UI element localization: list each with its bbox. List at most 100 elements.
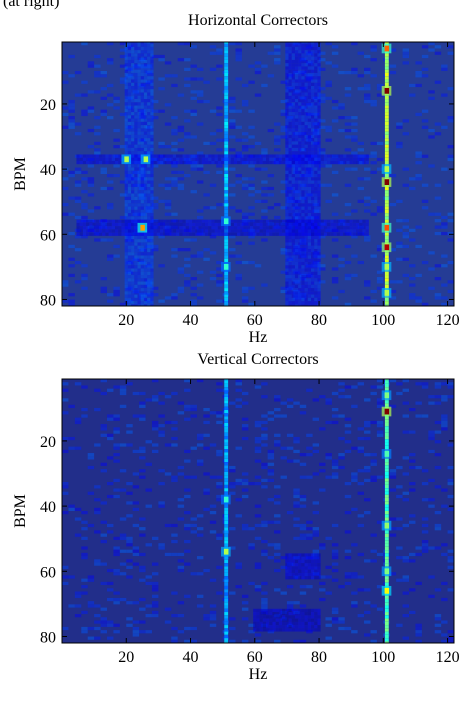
heatmap-band-cell xyxy=(147,115,151,119)
heatmap-band-cell xyxy=(298,105,302,109)
heatmap-band-cell xyxy=(311,160,315,165)
heatmap-line-cell xyxy=(384,82,389,86)
heatmap-band-cell xyxy=(304,86,308,90)
heatmap-band-cell xyxy=(288,563,292,567)
heatmap-band-cell xyxy=(317,138,321,142)
heatmap-band-cell xyxy=(124,82,128,86)
heatmap-band-cell xyxy=(362,219,366,223)
heatmap-line-cell xyxy=(224,46,229,51)
heatmap-band-cell xyxy=(304,79,308,83)
heatmap-band-cell xyxy=(288,105,292,109)
heatmap-band-cell xyxy=(131,193,135,197)
heatmap-spot xyxy=(124,156,129,163)
heatmap-band-cell xyxy=(298,157,302,161)
heatmap-band-cell xyxy=(269,625,273,629)
heatmap-band-cell xyxy=(131,281,135,285)
heatmap-band-cell xyxy=(272,219,276,223)
heatmap-band-cell xyxy=(143,79,148,83)
heatmap-band-cell xyxy=(301,53,305,57)
heatmap-band-cell xyxy=(121,232,125,236)
heatmap-line-cell xyxy=(384,537,389,541)
heatmap-band-cell xyxy=(201,222,205,227)
heatmap-band-cell xyxy=(134,275,138,279)
heatmap-band-cell xyxy=(294,621,299,626)
heatmap-band-cell xyxy=(333,219,337,223)
heatmap-band-cell xyxy=(307,553,312,557)
heatmap-band-cell xyxy=(124,170,128,174)
heatmap-line-cell xyxy=(384,478,389,482)
heatmap-band-cell xyxy=(266,232,270,236)
heatmap-band-cell xyxy=(143,105,148,109)
heatmap-band-cell xyxy=(163,226,167,230)
heatmap-band-cell xyxy=(137,288,141,292)
heatmap-band-cell xyxy=(311,50,315,54)
heatmap-band-cell xyxy=(356,154,360,158)
heatmap-band-cell xyxy=(314,174,318,178)
heatmap-band-cell xyxy=(127,235,132,240)
heatmap-band-cell xyxy=(311,556,315,560)
heatmap-band-cell xyxy=(311,43,315,47)
heatmap-band-cell xyxy=(301,569,305,573)
heatmap-line-cell xyxy=(224,63,229,67)
heatmap-band-cell xyxy=(140,183,144,187)
heatmap-band-cell xyxy=(294,222,299,227)
heatmap-band-cell xyxy=(311,76,315,80)
heatmap-band-cell xyxy=(131,180,135,184)
heatmap-band-cell xyxy=(307,576,312,580)
heatmap-band-cell xyxy=(137,180,141,184)
heatmap-band-cell xyxy=(143,167,148,171)
heatmap-line-cell xyxy=(384,42,389,44)
heatmap-band-cell xyxy=(160,160,164,165)
heatmap-band-cell xyxy=(301,105,305,109)
heatmap-band-cell xyxy=(311,105,315,109)
heatmap-band-cell xyxy=(137,86,141,90)
heatmap-line-cell xyxy=(384,154,389,158)
heatmap-line-cell xyxy=(224,559,229,564)
y-tick-label: 40 xyxy=(40,499,56,516)
heatmap-band-cell xyxy=(137,271,141,275)
heatmap-band-cell xyxy=(143,43,148,47)
heatmap-band-cell xyxy=(301,99,305,103)
heatmap-line-cell xyxy=(224,638,229,642)
heatmap-band-cell xyxy=(311,138,315,142)
heatmap-band-cell xyxy=(272,154,276,158)
heatmap-band-cell xyxy=(330,222,334,227)
heatmap-line-cell xyxy=(224,396,229,401)
heatmap-band-cell xyxy=(288,628,292,632)
heatmap-band-cell xyxy=(301,50,305,54)
heatmap-band-cell xyxy=(150,226,154,230)
heatmap-band-cell xyxy=(143,265,148,269)
heatmap-band-cell xyxy=(304,239,308,243)
heatmap-band-cell xyxy=(143,46,148,51)
heatmap-band-cell xyxy=(311,63,315,67)
heatmap-band-cell xyxy=(298,576,302,580)
heatmap-band-cell xyxy=(140,177,144,181)
heatmap-band-cell xyxy=(333,222,337,227)
heatmap-band-cell xyxy=(140,76,144,80)
heatmap-band-cell xyxy=(314,304,318,306)
heatmap-band-cell xyxy=(317,213,321,217)
heatmap-band-cell xyxy=(108,154,112,158)
heatmap-line-cell xyxy=(224,248,229,253)
heatmap-band-cell xyxy=(327,160,331,165)
heatmap-band-cell xyxy=(147,187,151,191)
heatmap-band-cell xyxy=(224,157,228,161)
heatmap-band-cell xyxy=(278,625,283,629)
heatmap-band-cell xyxy=(143,138,148,142)
heatmap-band-cell xyxy=(307,144,312,148)
heatmap-band-cell xyxy=(86,226,90,230)
heatmap-band-cell xyxy=(115,226,119,230)
heatmap-band-cell xyxy=(143,108,148,113)
heatmap-band-cell xyxy=(285,112,289,116)
heatmap-band-cell xyxy=(317,121,321,126)
heatmap-band-cell xyxy=(285,615,289,619)
heatmap-band-cell xyxy=(143,304,148,306)
heatmap-band-cell xyxy=(147,95,151,99)
heatmap-line-cell xyxy=(384,379,389,381)
heatmap-band-cell xyxy=(298,255,302,259)
heatmap-band-cell xyxy=(140,105,144,109)
heatmap-band-cell xyxy=(314,576,318,580)
heatmap-band-cell xyxy=(307,271,312,275)
heatmap-band-cell xyxy=(288,275,292,279)
heatmap-band-cell xyxy=(140,121,144,126)
